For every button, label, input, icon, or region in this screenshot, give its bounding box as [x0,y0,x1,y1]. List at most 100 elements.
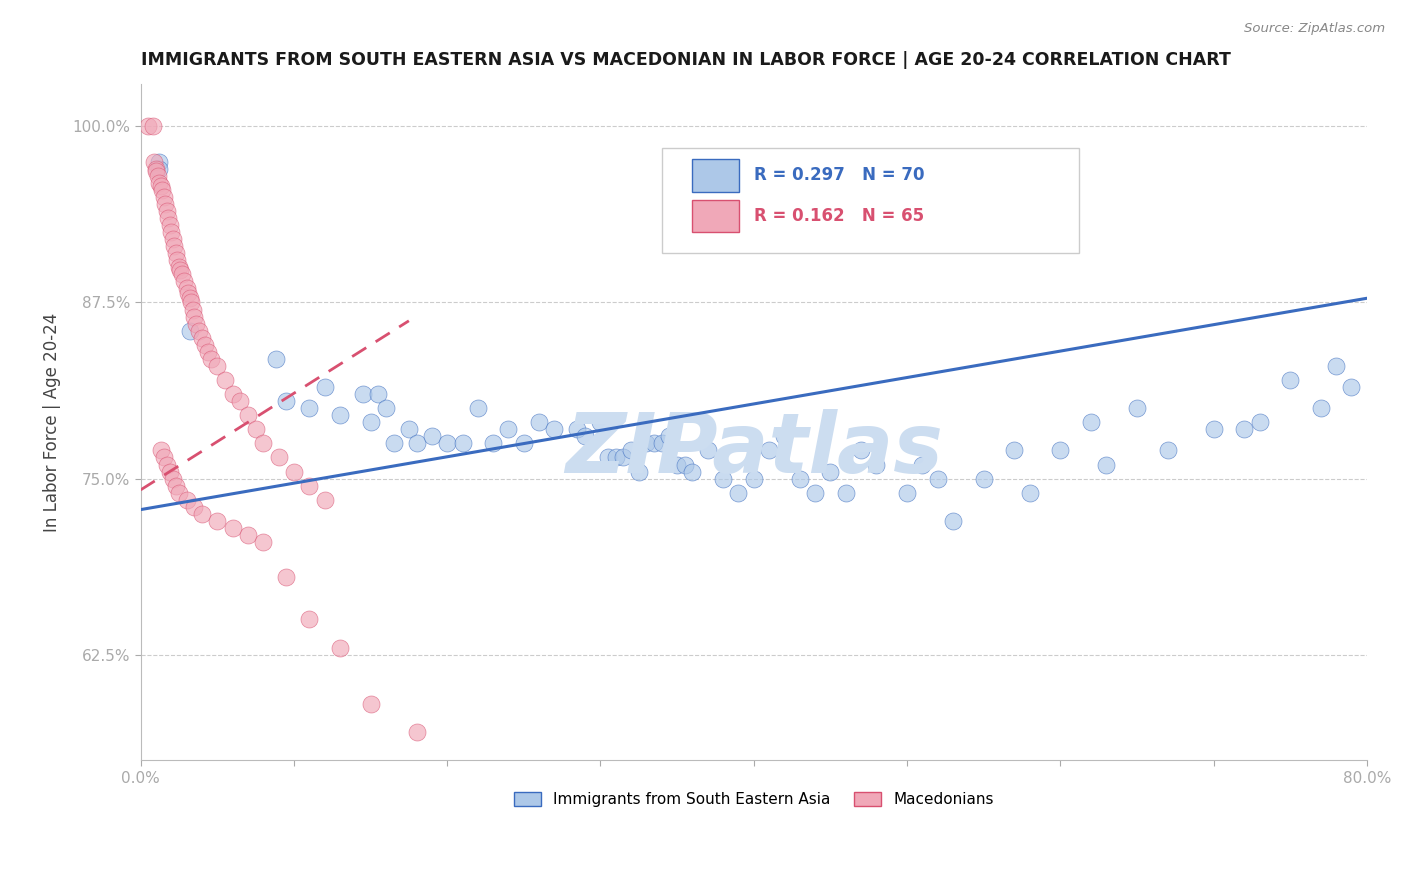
Point [742,472,765,486]
Point [159,465,181,479]
Point [157,211,180,225]
Point [197,344,219,359]
Point [1095,458,1118,472]
Point [152,190,174,204]
Point [804,485,827,500]
Point [191,507,214,521]
Point [166,253,188,268]
Point [605,450,627,465]
Point [298,478,321,492]
Text: R = 0.162   N = 65: R = 0.162 N = 65 [754,207,924,225]
Point [574,429,596,443]
Point [236,408,259,422]
Point [636,436,658,450]
Point [264,351,287,366]
Point [598,450,620,465]
Point [1340,380,1362,394]
Point [789,472,811,486]
Point [927,472,949,486]
Point [221,387,243,401]
Point [145,161,167,176]
Point [1080,415,1102,429]
Point [229,394,252,409]
Point [398,422,420,436]
Point [184,317,207,331]
Point [973,472,995,486]
Point [758,443,780,458]
Point [156,203,179,218]
Point [896,485,918,500]
Text: ZIPatlas: ZIPatlas [565,409,942,490]
Point [696,443,718,458]
Point [183,310,205,324]
Point [148,176,170,190]
Text: Source: ZipAtlas.com: Source: ZipAtlas.com [1244,22,1385,36]
Point [360,415,382,429]
Point [191,331,214,345]
Point [200,351,222,366]
FancyBboxPatch shape [692,200,740,232]
Point [374,401,396,416]
Point [382,436,405,450]
Point [163,239,186,253]
Point [360,697,382,711]
Point [620,443,643,458]
Text: R = 0.297   N = 70: R = 0.297 N = 70 [754,167,924,185]
Point [149,443,172,458]
Point [245,422,267,436]
Text: IMMIGRANTS FROM SOUTH EASTERN ASIA VS MACEDONIAN IN LABOR FORCE | AGE 20-24 CORR: IMMIGRANTS FROM SOUTH EASTERN ASIA VS MA… [141,51,1230,69]
Point [276,570,298,584]
Point [314,492,336,507]
Point [143,154,166,169]
Point [267,450,290,465]
Point [681,465,703,479]
Point [162,232,184,246]
Point [142,120,165,134]
Point [911,458,934,472]
Point [498,422,520,436]
Point [482,436,505,450]
Point [207,359,229,373]
Point [252,436,274,450]
Point [165,246,187,260]
FancyBboxPatch shape [692,159,740,192]
Point [1249,415,1271,429]
Y-axis label: In Labor Force | Age 20-24: In Labor Force | Age 20-24 [44,312,60,532]
Point [149,178,172,193]
Point [169,263,191,277]
Point [711,472,734,486]
Point [214,373,236,387]
Point [834,485,856,500]
Point [221,521,243,535]
Point [543,422,565,436]
Point [180,295,202,310]
Point [1049,443,1071,458]
Point [173,274,195,288]
Point [612,450,634,465]
Point [177,285,200,300]
Point [153,197,176,211]
Point [367,387,389,401]
Point [513,436,536,450]
Point [405,436,427,450]
Point [179,291,201,305]
Point [727,485,749,500]
Point [1202,422,1225,436]
Point [627,465,650,479]
Point [1309,401,1331,416]
Point [150,183,173,197]
Point [170,268,193,282]
Point [651,436,673,450]
Point [298,401,321,416]
Point [849,443,872,458]
Point [420,429,443,443]
Point [451,436,474,450]
Point [183,500,205,514]
Point [252,535,274,549]
Point [352,387,374,401]
Point [405,725,427,739]
Point [276,394,298,409]
Point [329,408,352,422]
Point [162,472,184,486]
Point [329,640,352,655]
